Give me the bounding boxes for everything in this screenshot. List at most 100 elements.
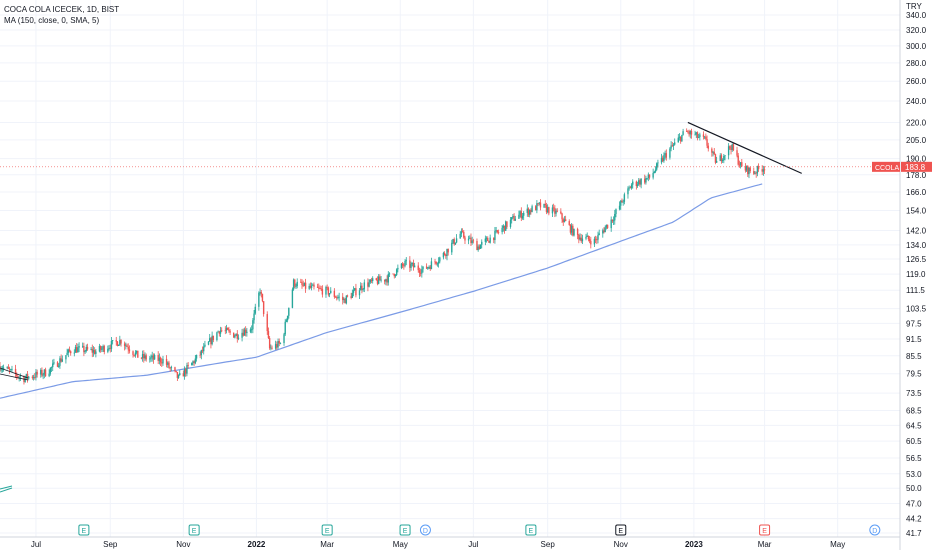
candle-body: [670, 145, 672, 149]
candle-body: [246, 331, 248, 334]
candle-body: [662, 157, 664, 162]
candle-body: [757, 166, 760, 170]
candle-body: [386, 279, 388, 283]
candle-body: [53, 362, 55, 364]
event-marker[interactable]: E: [525, 524, 537, 536]
candle-body: [308, 285, 310, 289]
candle-body: [605, 224, 608, 228]
candle-body: [404, 260, 406, 266]
earnings-icon: [78, 524, 90, 536]
earnings-icon: [399, 524, 411, 536]
y-tick-label: 340.0: [906, 11, 927, 20]
candle-body: [270, 347, 272, 349]
y-tick-label: 44.2: [906, 515, 922, 524]
event-marker[interactable]: D: [869, 524, 881, 536]
x-tick-label: Jul: [31, 540, 41, 549]
candle-body: [578, 234, 580, 240]
candle-body: [430, 261, 433, 270]
event-marker[interactable]: E: [321, 524, 333, 536]
event-marker[interactable]: E: [615, 524, 627, 536]
candle-body: [545, 205, 548, 213]
earnings-icon: [321, 524, 333, 536]
candle-body: [32, 377, 35, 378]
candle-body: [429, 266, 431, 270]
candle-body: [536, 203, 538, 211]
candle-body: [537, 203, 539, 205]
candle-body: [228, 329, 230, 331]
candle-body: [555, 210, 557, 214]
candle-body: [145, 355, 147, 360]
candle-body: [460, 231, 463, 234]
candle-body: [103, 346, 105, 352]
x-tick-label: Jul: [468, 540, 478, 549]
y-tick-label: 260.0: [906, 77, 927, 86]
candle-body: [410, 264, 412, 268]
candle-body: [671, 145, 674, 147]
candle-body: [49, 367, 52, 374]
candle-body: [278, 341, 280, 344]
candle-body: [318, 287, 320, 289]
candle-body: [161, 362, 163, 364]
event-marker[interactable]: E: [399, 524, 411, 536]
event-marker[interactable]: E: [78, 524, 90, 536]
candle-body: [200, 350, 203, 356]
candle-body: [442, 252, 445, 258]
candle-body: [267, 331, 270, 339]
candle-body: [682, 131, 684, 135]
candle-body: [712, 151, 714, 153]
candle-body: [437, 261, 440, 264]
candle-body: [732, 144, 735, 151]
candle-body: [737, 155, 739, 165]
event-marker[interactable]: E: [759, 524, 771, 536]
candle-body: [501, 227, 503, 233]
candle-body: [580, 237, 582, 242]
candle-body: [505, 221, 507, 231]
candle-body: [463, 231, 465, 238]
candle-body: [719, 155, 721, 161]
x-tick-label: 2022: [248, 540, 266, 549]
candle-body: [397, 267, 399, 270]
y-tick-label: 126.5: [906, 255, 927, 264]
candle-body: [291, 289, 294, 308]
candle-body: [606, 224, 609, 229]
candle-body: [564, 219, 567, 222]
candle-body: [67, 349, 70, 353]
candle-body: [109, 347, 111, 349]
candle-body: [645, 178, 647, 183]
candle-body: [370, 279, 373, 282]
event-marker[interactable]: D: [419, 524, 431, 536]
candle-body: [478, 246, 481, 249]
candle-body: [711, 148, 713, 153]
candle-body: [400, 263, 403, 268]
candle-body: [681, 134, 683, 142]
candle-body: [753, 171, 755, 174]
candle-body: [65, 355, 67, 360]
candle-body: [229, 330, 231, 333]
candle-body: [383, 279, 386, 282]
candle-body: [107, 348, 109, 352]
candle-body: [262, 301, 265, 315]
indicator-label: MA (150, close, 0, SMA, 5): [4, 16, 100, 25]
candle-body: [268, 338, 271, 349]
y-tick-label: 103.5: [906, 305, 927, 314]
candle-body: [496, 230, 499, 232]
candle-body: [377, 276, 380, 284]
candle-body: [652, 172, 654, 178]
candle-body: [614, 214, 616, 221]
candle-body: [316, 286, 319, 288]
candle-body: [455, 238, 458, 243]
y-tick-label: 60.5: [906, 437, 922, 446]
candle-body: [0, 369, 2, 371]
price-tag-value: 183.8: [905, 163, 926, 172]
candle-body: [604, 227, 606, 233]
candle-body: [509, 219, 512, 227]
candle-body: [528, 209, 531, 215]
candle-body: [175, 370, 177, 372]
candle-body: [354, 288, 356, 291]
candle-body: [153, 355, 156, 360]
candle-body: [261, 293, 264, 302]
candle-body: [554, 208, 556, 214]
event-marker[interactable]: E: [188, 524, 200, 536]
candle-body: [243, 329, 246, 336]
